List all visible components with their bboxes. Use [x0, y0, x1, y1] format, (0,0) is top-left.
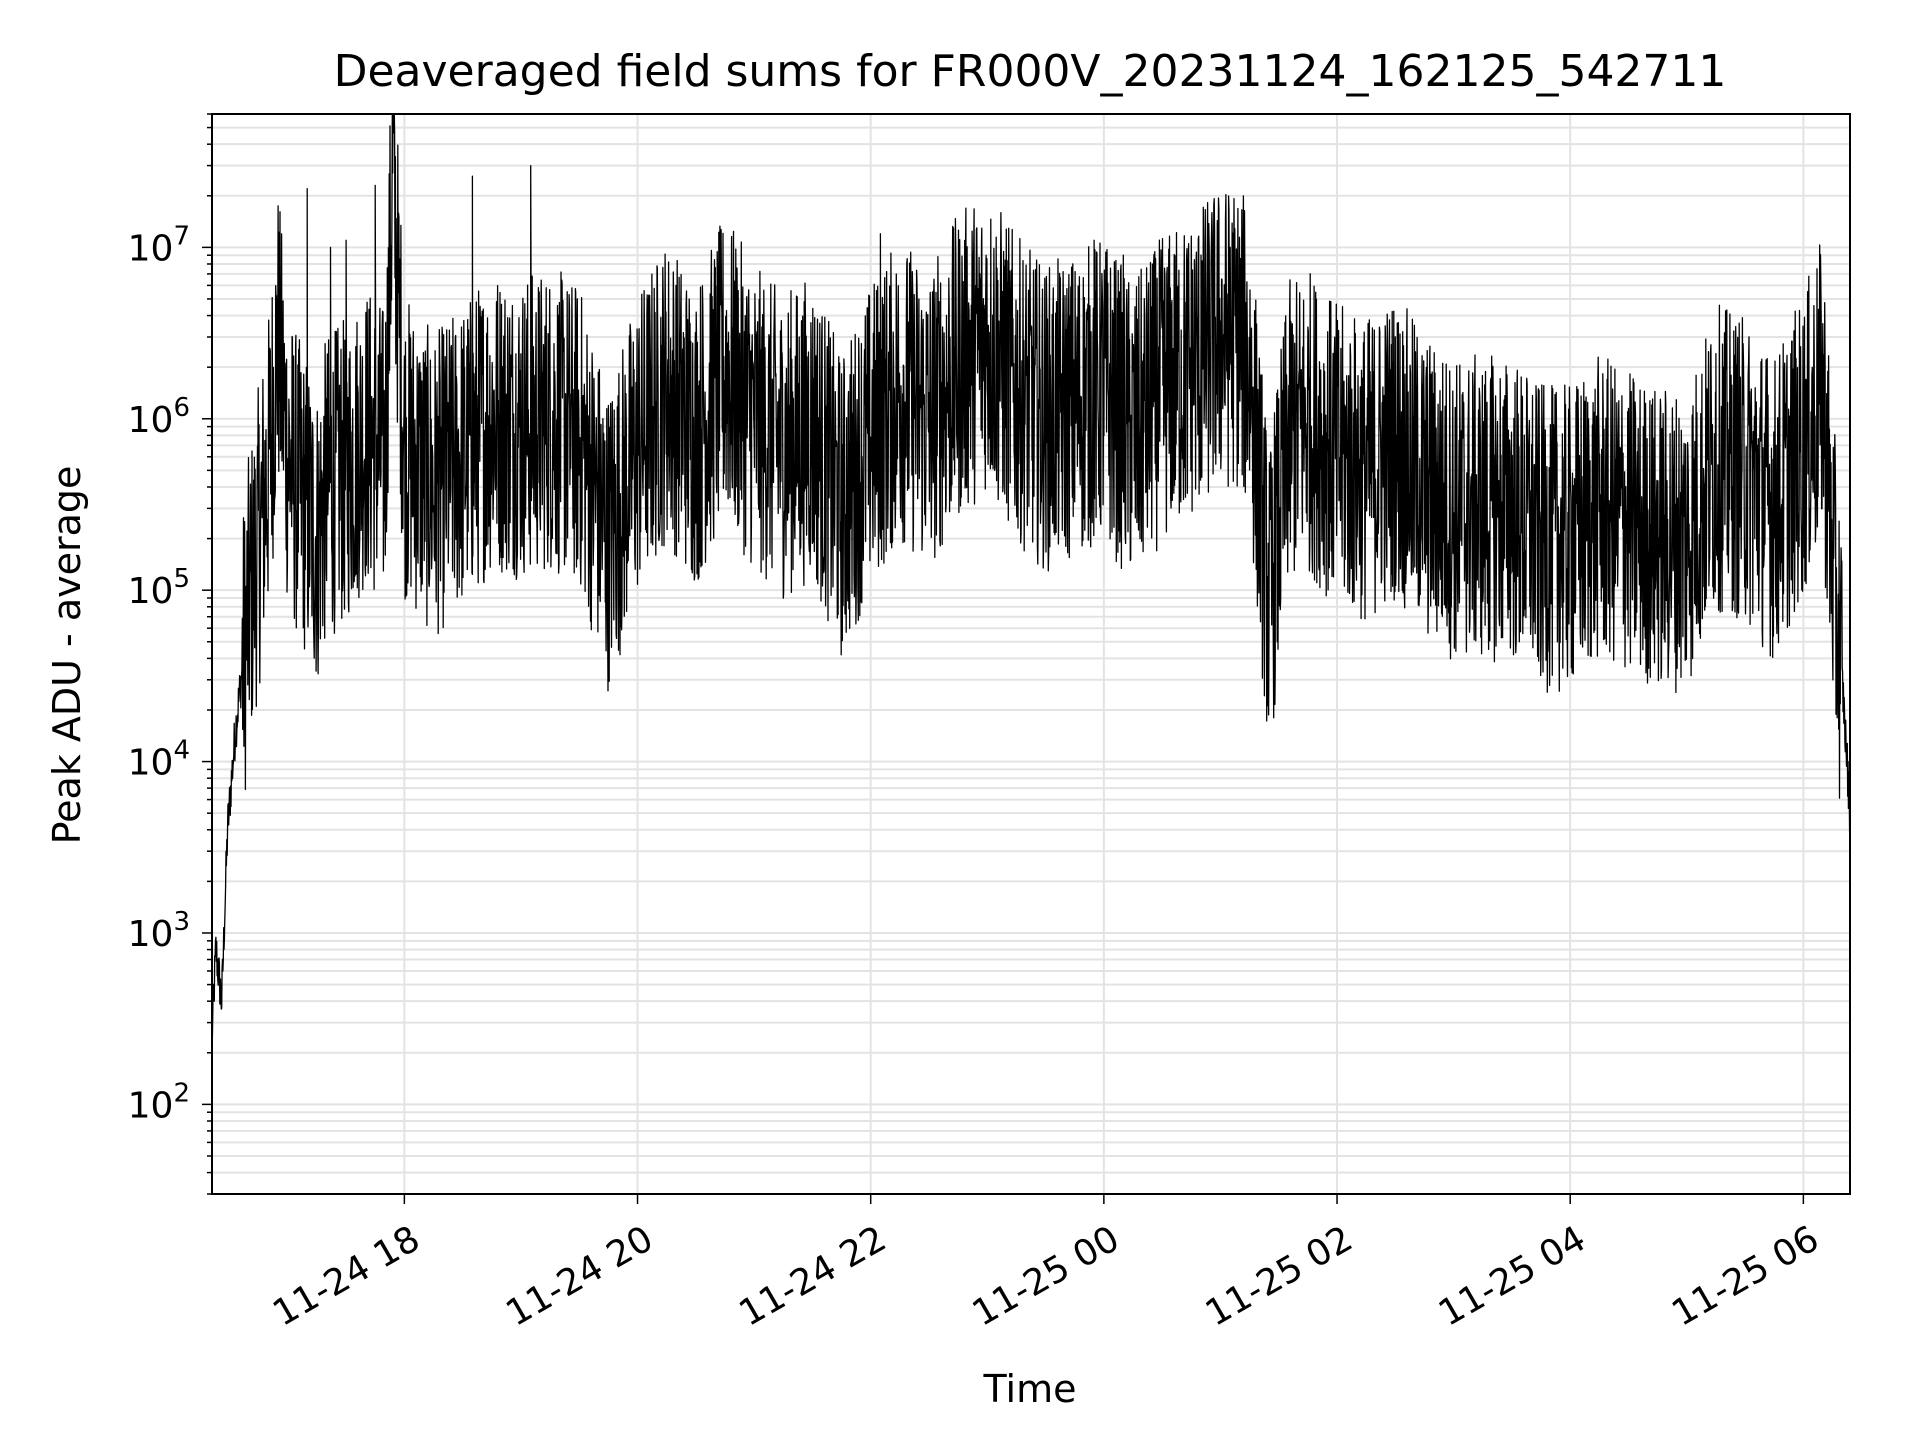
y-tick-label: 102 [128, 1078, 190, 1126]
y-tick-label: 105 [128, 564, 190, 612]
chart-title: Deaveraged field sums for FR000V_2023112… [334, 46, 1727, 97]
y-tick-label: 103 [128, 907, 190, 955]
x-axis-label: Time [983, 1367, 1077, 1411]
y-tick-label: 107 [128, 221, 190, 269]
plot-area [211, 113, 1851, 1039]
series-line [211, 113, 1851, 1039]
plot-frame [211, 113, 1851, 1195]
y-tick-label: 106 [128, 393, 190, 441]
y-axis-label: Peak ADU - average [45, 466, 89, 845]
y-tick-label: 104 [128, 736, 190, 784]
